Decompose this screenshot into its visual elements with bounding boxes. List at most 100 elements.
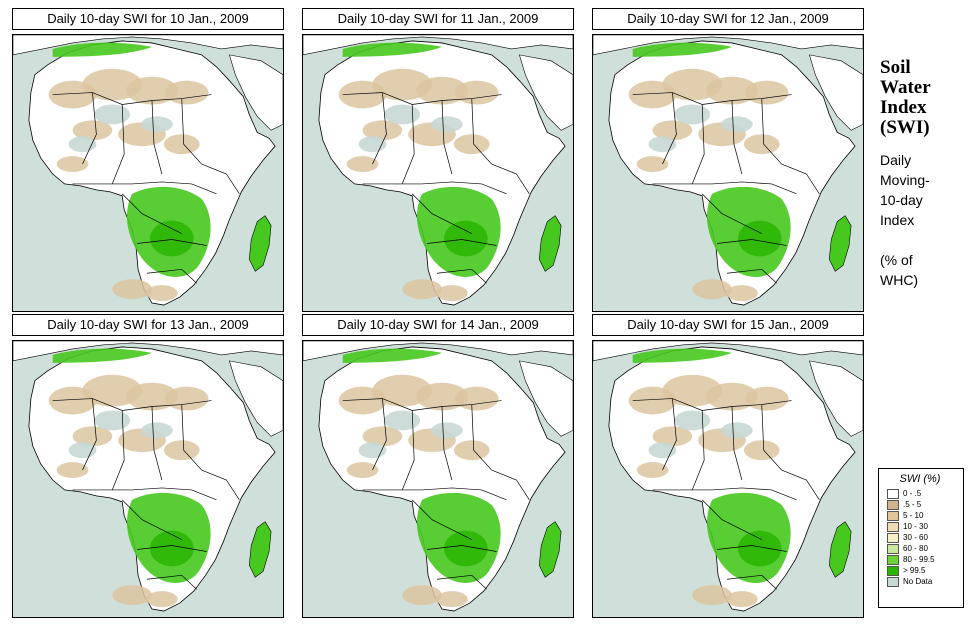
arabia-landmass <box>808 360 863 437</box>
no-data-area <box>94 104 131 125</box>
country-border <box>151 100 163 175</box>
legend-swatch <box>887 576 899 587</box>
desc-line <box>880 230 930 250</box>
title-line: Soil <box>880 57 911 78</box>
country-border <box>137 239 207 246</box>
africa-map <box>12 34 284 312</box>
africa-map <box>592 340 864 618</box>
title-line: Index <box>880 97 927 118</box>
panel-title: Daily 10-day SWI for 11 Jan., 2009 <box>302 8 574 30</box>
country-border <box>726 574 777 590</box>
no-data-area <box>721 422 753 439</box>
legend-label: 0 - .5 <box>903 488 922 498</box>
country-border <box>181 404 202 471</box>
no-data-area <box>141 116 173 133</box>
no-data-area <box>648 442 677 459</box>
legend-swatch <box>887 565 899 576</box>
dry-soil-area <box>454 386 499 411</box>
legend-swatch <box>887 521 899 532</box>
country-border <box>342 92 502 105</box>
africa-landmass <box>608 346 856 612</box>
country-border <box>146 574 197 590</box>
dry-soil-area <box>163 134 200 155</box>
legend-swatch <box>887 499 899 510</box>
europe-landmass <box>593 341 863 362</box>
madagascar <box>828 521 852 578</box>
legend-label: 30 - 60 <box>903 532 928 542</box>
country-border <box>151 406 163 481</box>
map-panel-2: Daily 10-day SWI for 11 Jan., 2009 <box>302 8 574 312</box>
country-border <box>662 92 677 165</box>
legend-item: No Data <box>887 576 963 587</box>
dry-soil-area <box>652 426 693 447</box>
no-data-area <box>431 116 463 133</box>
country-border <box>137 545 207 552</box>
title-line: (SWI) <box>880 117 930 138</box>
country-border <box>411 499 472 540</box>
desc-line: (% of <box>880 252 913 268</box>
country-border <box>652 181 797 195</box>
saturated-soil-area <box>149 220 194 257</box>
map-panel-1: Daily 10-day SWI for 10 Jan., 2009 <box>12 8 284 312</box>
panel-title: Daily 10-day SWI for 14 Jan., 2009 <box>302 314 574 336</box>
index-title: Soil Water Index (SWI) <box>880 58 931 138</box>
legend-swatch <box>887 488 899 499</box>
arabia-landmass <box>228 360 283 437</box>
country-border <box>201 163 240 195</box>
country-border <box>427 239 497 246</box>
index-description: Daily Moving- 10-day Index (% of WHC) <box>880 150 930 290</box>
country-border <box>72 487 217 501</box>
map-canvas <box>303 35 573 311</box>
dry-soil-area <box>163 440 200 461</box>
panel-title: Daily 10-day SWI for 12 Jan., 2009 <box>592 8 864 30</box>
dry-soil-area <box>454 80 499 105</box>
africa-landmass <box>28 40 276 306</box>
legend-title: SWI (%) <box>899 473 941 485</box>
africa-landmass <box>318 346 566 612</box>
africa-landmass <box>318 40 566 306</box>
country-border <box>121 193 182 234</box>
panel-title: Daily 10-day SWI for 15 Jan., 2009 <box>592 314 864 336</box>
no-data-area <box>384 104 421 125</box>
dry-soil-area <box>726 285 758 302</box>
country-border <box>491 163 530 195</box>
title-line: Water <box>880 77 931 98</box>
legend-label: No Data <box>903 576 933 586</box>
country-border <box>717 239 787 246</box>
desc-line: Daily <box>880 152 912 168</box>
legend-label: .5 - 5 <box>903 499 922 509</box>
country-border <box>146 268 197 284</box>
map-panel-5: Daily 10-day SWI for 14 Jan., 2009 <box>302 314 574 618</box>
arabia-landmass <box>228 54 283 131</box>
dry-soil-area <box>453 440 490 461</box>
dry-soil-area <box>112 279 152 300</box>
panel-title: Daily 10-day SWI for 13 Jan., 2009 <box>12 314 284 336</box>
saturated-soil-area <box>737 530 782 567</box>
country-border <box>691 104 705 185</box>
madagascar <box>828 215 852 272</box>
country-border <box>441 406 453 481</box>
country-border <box>52 92 212 105</box>
dry-soil-area <box>416 76 468 105</box>
dry-soil-area <box>72 120 113 141</box>
desc-line: Moving- <box>880 172 930 188</box>
country-border <box>82 398 97 471</box>
africa-landmass <box>608 40 856 306</box>
no-data-area <box>358 136 387 153</box>
country-border <box>52 398 212 411</box>
country-border <box>632 92 792 105</box>
legend-label: 10 - 30 <box>903 521 928 531</box>
no-data-area <box>721 116 753 133</box>
dry-soil-area <box>72 426 113 447</box>
europe-landmass <box>303 35 573 56</box>
dry-soil-area <box>126 76 178 105</box>
country-border <box>436 574 487 590</box>
dry-soil-area <box>453 134 490 155</box>
map-panel-4: Daily 10-day SWI for 13 Jan., 2009 <box>12 314 284 618</box>
country-border <box>427 545 497 552</box>
europe-landmass <box>593 35 863 56</box>
no-data-area <box>68 136 97 153</box>
country-border <box>731 100 743 175</box>
arabia-landmass <box>518 360 573 437</box>
